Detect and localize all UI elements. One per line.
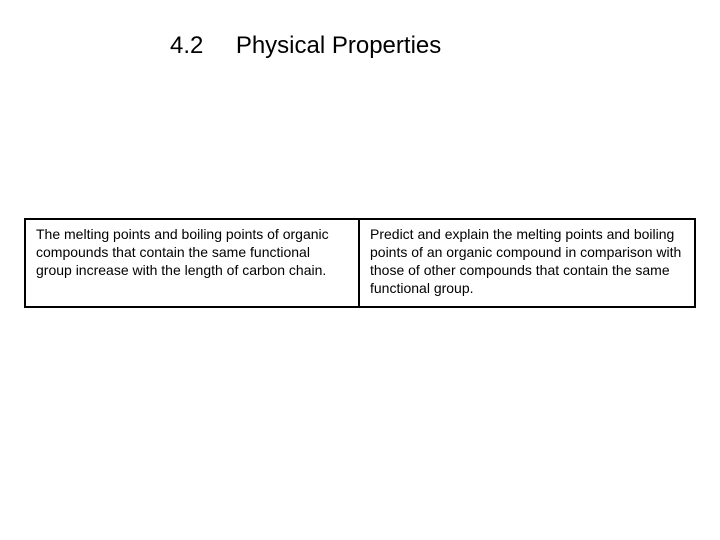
properties-table: The melting points and boiling points of… [24, 218, 696, 308]
table-cell-left: The melting points and boiling points of… [26, 220, 360, 306]
slide-container: 4.2 Physical Properties The melting poin… [0, 0, 720, 540]
section-number: 4.2 [170, 32, 203, 60]
table-cell-right: Predict and explain the melting points a… [360, 220, 694, 306]
section-title: Physical Properties [236, 32, 441, 60]
slide-title-row: 4.2 Physical Properties [0, 32, 720, 60]
